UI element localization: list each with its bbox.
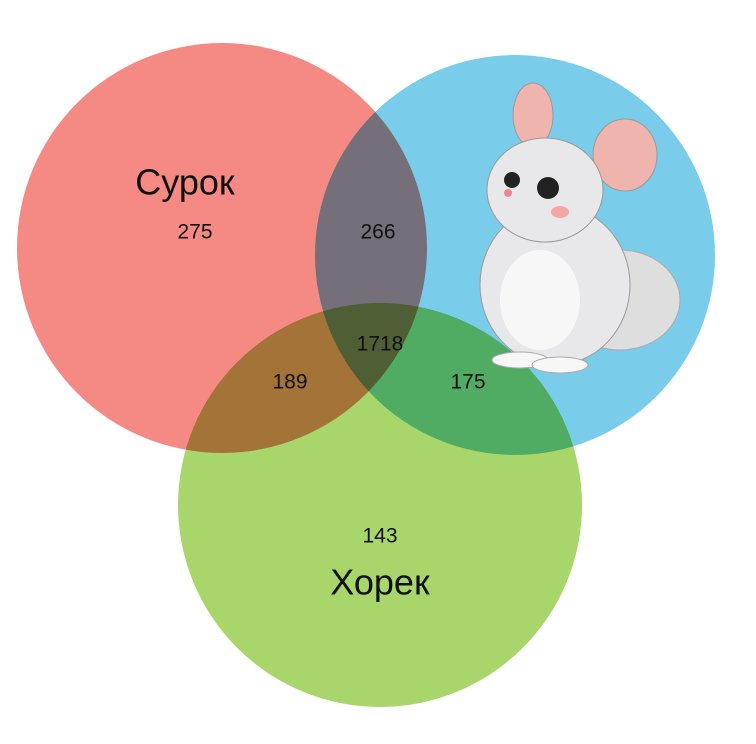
region-count: 1718 (357, 333, 404, 356)
labels: Сурок Хорек 275 266 1718 189 175 143 (135, 162, 485, 603)
region-count: 275 (177, 221, 212, 244)
eye (537, 177, 559, 199)
set-label: Хорек (330, 562, 430, 603)
ear (512, 82, 554, 148)
foot (531, 356, 589, 374)
region-count: 175 (450, 371, 485, 394)
region-count: 143 (362, 525, 397, 548)
region-count: 266 (360, 221, 395, 244)
belly (500, 250, 580, 350)
eye (504, 172, 520, 188)
cheek (551, 206, 569, 218)
chinchilla-illustration (479, 82, 681, 374)
set-circle (178, 303, 582, 707)
nose (504, 189, 512, 197)
ear (592, 118, 658, 192)
region-count: 189 (272, 371, 307, 394)
set-label: Сурок (135, 162, 235, 203)
